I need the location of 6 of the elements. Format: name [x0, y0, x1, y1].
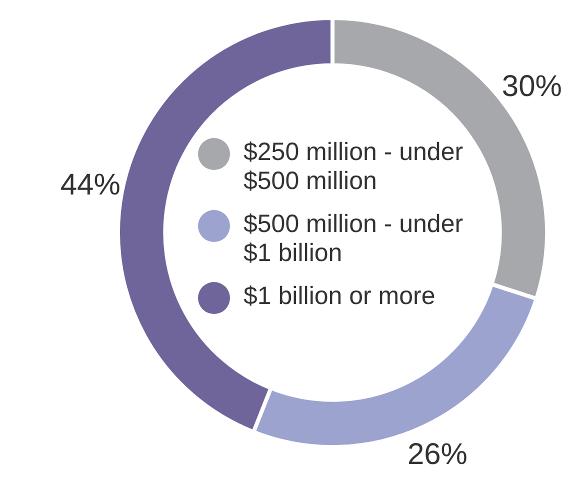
legend-label: $500 million - under $1 billion: [244, 210, 464, 268]
data-label: 44%: [60, 168, 120, 202]
legend-label: $250 million - under $500 million: [244, 138, 464, 196]
data-label: 30%: [502, 70, 562, 103]
legend-label: $1 billion or more: [244, 282, 436, 310]
data-label: 26%: [407, 438, 468, 471]
